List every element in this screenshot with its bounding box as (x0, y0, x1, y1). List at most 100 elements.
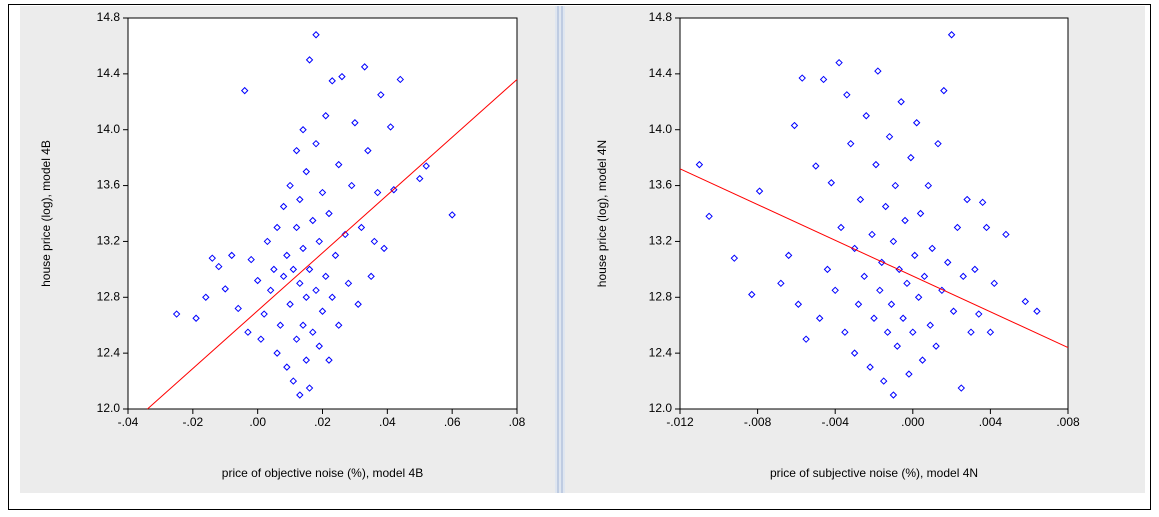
splitter[interactable] (555, 6, 565, 493)
plot-area (679, 17, 1069, 410)
point (957, 384, 966, 392)
point (367, 272, 375, 281)
x-tick-label: -.004 (822, 415, 850, 429)
x-tick-label: .08 (509, 415, 526, 429)
point (982, 223, 991, 232)
point (292, 335, 301, 343)
point (263, 237, 272, 246)
point (302, 293, 310, 301)
point (286, 300, 294, 308)
point (328, 77, 336, 85)
point (947, 31, 956, 39)
x-axis-label: price of subjective noise (%), model 4N (770, 466, 978, 480)
point (325, 356, 333, 364)
point (328, 293, 336, 301)
point (279, 272, 288, 281)
point (312, 31, 320, 39)
point (354, 300, 362, 308)
point (914, 293, 923, 301)
point (841, 328, 849, 336)
point (918, 356, 927, 364)
point (889, 237, 898, 246)
y-tick-label: 13.6 (97, 178, 121, 192)
point (827, 179, 836, 187)
point (850, 244, 859, 253)
point (283, 251, 291, 260)
point (296, 279, 304, 288)
point (883, 328, 892, 336)
point (866, 363, 874, 371)
y-tick-label: 14.8 (649, 10, 673, 24)
point (318, 188, 327, 197)
point (819, 75, 828, 84)
point (347, 181, 356, 190)
x-tick-label: -.008 (744, 415, 772, 429)
point (390, 186, 398, 194)
point (695, 160, 704, 169)
point (299, 244, 307, 253)
point (370, 237, 379, 246)
y-tick-label: 12.8 (97, 289, 121, 303)
point (1021, 297, 1030, 306)
point (448, 211, 456, 219)
point (260, 310, 268, 318)
point (831, 286, 839, 295)
y-tick-label: 14.4 (649, 66, 673, 80)
y-tick-label: 14.0 (649, 122, 673, 136)
point (953, 223, 962, 232)
y-axis-label: house price (log), model 4B (39, 140, 53, 287)
point (978, 198, 987, 207)
x-tick-label: -.012 (666, 415, 694, 429)
point (221, 285, 229, 293)
point (292, 223, 301, 232)
plot-area (127, 17, 518, 410)
point (815, 314, 824, 322)
point (244, 328, 252, 336)
point (924, 181, 933, 190)
point (312, 286, 320, 295)
point (971, 265, 979, 274)
y-tick-label: 13.2 (649, 234, 673, 248)
point (837, 223, 845, 232)
point (253, 276, 262, 285)
point (879, 377, 888, 385)
point (335, 321, 343, 329)
point (215, 262, 223, 271)
point (1033, 307, 1041, 315)
x-axis-label: price of objective noise (%), model 4B (222, 466, 423, 480)
x-tick-label: -.02 (182, 415, 203, 429)
point (949, 307, 958, 315)
point (790, 121, 799, 130)
point (887, 300, 896, 308)
point (270, 265, 278, 274)
point (338, 72, 346, 81)
point (794, 300, 803, 308)
y-tick-label: 12.0 (97, 401, 121, 415)
point (360, 63, 369, 71)
y-tick-label: 14.8 (97, 10, 121, 24)
point (885, 132, 894, 141)
x-tick-label: .00 (249, 415, 266, 429)
point (318, 307, 327, 315)
point (422, 162, 430, 170)
point (302, 167, 310, 176)
y-tick-label: 13.2 (97, 234, 121, 248)
window-border (8, 4, 1151, 510)
point (322, 112, 330, 120)
point (325, 209, 333, 218)
point (305, 56, 314, 64)
point (386, 123, 395, 131)
point (893, 342, 901, 350)
point (377, 91, 385, 99)
y-tick-label: 14.0 (97, 122, 121, 136)
point (901, 216, 909, 225)
point (874, 67, 882, 75)
x-tick-label: .008 (1056, 415, 1080, 429)
point (279, 202, 288, 211)
point (903, 279, 911, 288)
y-tick-label: 12.4 (97, 345, 121, 359)
point (289, 265, 298, 274)
point (299, 321, 307, 329)
point (335, 160, 343, 169)
